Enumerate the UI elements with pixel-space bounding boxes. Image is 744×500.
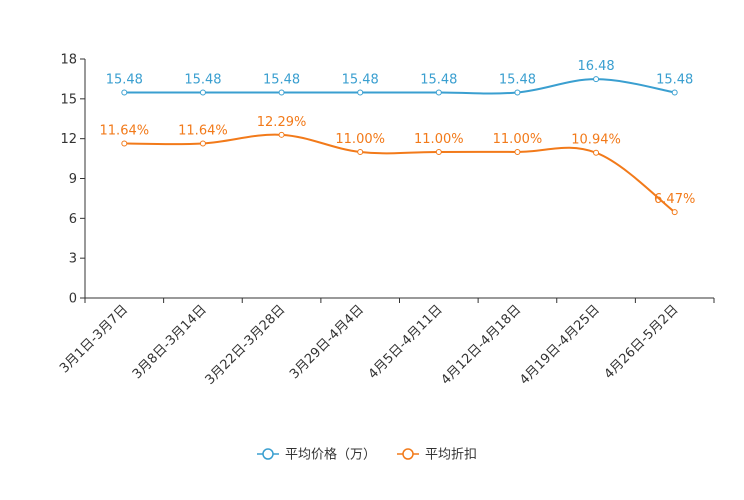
- data-point[interactable]: [357, 89, 364, 96]
- data-label: 15.48: [499, 72, 536, 87]
- data-point[interactable]: [278, 89, 285, 96]
- y-tick-label: 15: [60, 92, 77, 107]
- data-label: 15.48: [342, 72, 379, 87]
- y-tick-label: 9: [69, 172, 77, 187]
- x-tick-label: 3月1日-3月7日: [57, 302, 131, 376]
- data-label: 12.29%: [257, 115, 307, 130]
- x-tick-label: 3月8日-3月14日: [130, 302, 210, 382]
- data-label: 11.64%: [178, 123, 228, 138]
- legend-label: 平均价格（万）: [285, 447, 376, 463]
- series-line-1: [124, 78, 675, 95]
- x-tick-label: 4月19日-4月25日: [517, 302, 603, 388]
- axes: 0 3 6 9 12 15 18 3月1日-3月7日3月8日-3月14日3月22日-3月28日…: [57, 53, 715, 388]
- data-label: 15.48: [263, 72, 300, 87]
- data-point[interactable]: [435, 89, 442, 96]
- x-tick-label: 4月5日-4月11日: [366, 302, 446, 382]
- data-point[interactable]: [357, 148, 364, 155]
- y-tick-label: 0: [69, 292, 77, 307]
- data-label: 15.48: [184, 72, 221, 87]
- legend-marker-icon: [262, 448, 274, 460]
- data-point[interactable]: [121, 140, 128, 147]
- data-label: 16.48: [577, 59, 614, 74]
- data-point[interactable]: [593, 149, 600, 156]
- y-tick-label: 12: [60, 132, 77, 147]
- legend-item-2[interactable]: 平均折扣: [397, 448, 477, 463]
- data-label: 11.00%: [335, 132, 385, 147]
- data-point[interactable]: [671, 89, 678, 96]
- legend: 平均价格（万） 平均折扣: [257, 447, 477, 463]
- data-point[interactable]: [121, 89, 128, 96]
- data-point[interactable]: [593, 76, 600, 83]
- y-tick-label: 3: [69, 252, 77, 267]
- data-point[interactable]: [671, 209, 678, 216]
- series-group: [121, 76, 678, 216]
- y-tick-label: 18: [60, 53, 77, 68]
- y-tick-label: 6: [69, 212, 77, 227]
- data-point[interactable]: [199, 89, 206, 96]
- data-label: 10.94%: [571, 133, 621, 148]
- legend-item-1[interactable]: 平均价格（万）: [257, 447, 376, 463]
- data-labels: 15.48 15.48 15.48 15.48 15.48 15.48 16.48 15.48…: [100, 59, 696, 207]
- data-point[interactable]: [435, 148, 442, 155]
- data-label: 11.64%: [100, 123, 150, 138]
- data-label: 11.00%: [493, 132, 543, 147]
- data-label: 15.48: [420, 72, 457, 87]
- data-point[interactable]: [514, 148, 521, 155]
- x-tick-label: 3月22日-3月28日: [203, 302, 289, 388]
- data-label: 15.48: [656, 72, 693, 87]
- data-label: 15.48: [106, 72, 143, 87]
- data-point[interactable]: [514, 89, 521, 96]
- legend-marker-icon: [402, 448, 414, 460]
- x-tick-label: 3月29日-4月4日: [287, 302, 367, 382]
- x-tick-label: 4月26日-5月2日: [602, 302, 682, 382]
- x-tick-label: 4月12日-4月18日: [438, 302, 524, 388]
- data-label: 6.47%: [654, 192, 695, 207]
- data-label: 11.00%: [414, 132, 464, 147]
- data-point[interactable]: [278, 131, 285, 138]
- data-point[interactable]: [199, 140, 206, 147]
- legend-label: 平均折扣: [425, 448, 477, 463]
